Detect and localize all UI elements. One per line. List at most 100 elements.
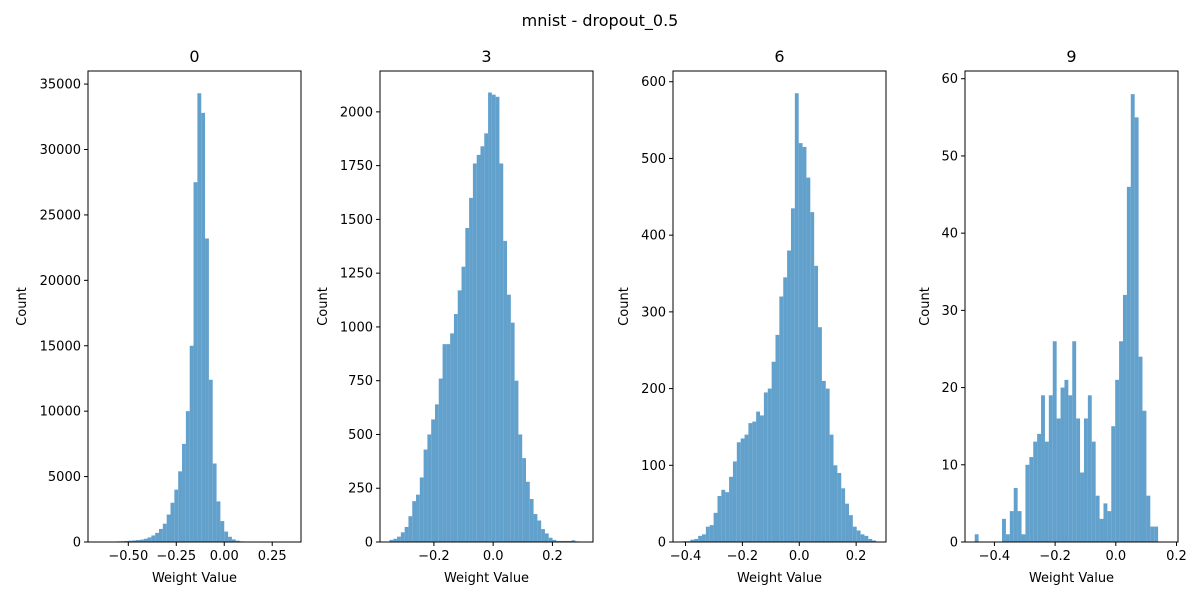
x-tick-label: −0.50 — [108, 549, 148, 564]
histogram-bar — [1099, 518, 1104, 542]
histogram-bar — [740, 438, 745, 542]
histogram-bar — [798, 143, 803, 543]
histogram-bar — [833, 465, 838, 542]
histogram-bar — [810, 212, 815, 542]
histogram-bar — [1119, 341, 1123, 542]
y-tick-label: 35000 — [40, 78, 81, 93]
histogram-bar — [1122, 294, 1127, 542]
histogram-bar — [821, 380, 826, 542]
x-tick-label: 0.0 — [789, 549, 810, 564]
histogram-bar — [1025, 464, 1030, 542]
panel-title: 6 — [774, 47, 784, 66]
histogram-bar — [856, 530, 861, 542]
x-axis-label: Weight Value — [1029, 571, 1114, 586]
histogram-bar — [848, 515, 853, 542]
histogram-bar — [1037, 433, 1042, 542]
histogram-bar — [1083, 418, 1088, 542]
histogram-bar — [864, 535, 869, 542]
y-axis-label: Count — [15, 287, 30, 326]
histogram-bar — [231, 539, 236, 542]
histogram-bar — [159, 528, 163, 542]
histogram-bar — [698, 535, 703, 542]
panel-title: 9 — [1066, 47, 1076, 66]
histogram-bar — [713, 512, 718, 542]
histogram-bar — [725, 492, 730, 542]
plot-frame — [672, 70, 887, 543]
histogram-bar — [1056, 418, 1061, 542]
x-tick-label: −0.2 — [418, 549, 450, 564]
histogram-bar — [1095, 495, 1100, 542]
histogram-bar — [124, 540, 129, 542]
histogram-bar — [480, 146, 485, 542]
histogram-bar — [705, 526, 710, 542]
histogram-bar — [529, 498, 534, 542]
x-tick-label: −0.4 — [670, 549, 702, 564]
histogram-bar — [790, 208, 795, 542]
x-tick-label: 0.25 — [258, 549, 287, 564]
x-tick-label: 0.2 — [846, 549, 867, 564]
y-tick-label: 300 — [641, 305, 666, 320]
y-tick-label: 1750 — [340, 159, 373, 174]
y-tick-label: 200 — [641, 382, 666, 397]
histogram-bar — [845, 503, 849, 542]
histogram-bar — [185, 411, 190, 542]
histogram-bar — [736, 442, 741, 542]
histogram-bar — [744, 434, 749, 542]
histogram-bar — [220, 521, 225, 542]
histogram-bar — [208, 379, 213, 542]
histogram-bar — [556, 540, 561, 542]
histogram-bar — [162, 523, 167, 542]
y-tick-label: 1000 — [340, 320, 373, 335]
y-tick-label: 2000 — [340, 105, 373, 120]
histogram-bar — [510, 322, 515, 542]
histogram-bar — [1044, 441, 1049, 542]
histogram-bar — [841, 488, 846, 542]
y-tick-label: 15000 — [40, 339, 81, 354]
histogram-bar — [151, 535, 156, 542]
histogram-bar — [155, 532, 159, 542]
y-tick-label: 400 — [641, 229, 666, 244]
y-tick-label: 0 — [950, 536, 958, 551]
y-tick-label: 250 — [348, 482, 373, 497]
histogram-bar — [829, 434, 834, 542]
histogram-bar — [837, 472, 842, 542]
histogram-bar — [806, 177, 811, 543]
histogram-bar — [491, 94, 496, 542]
histogram-bar — [518, 434, 523, 542]
histogram-bar — [1048, 395, 1053, 542]
y-tick-label: 600 — [641, 75, 666, 90]
histogram-bar — [860, 534, 865, 542]
histogram-bar — [787, 250, 791, 542]
histogram-bar — [182, 443, 186, 542]
histogram-bar — [868, 538, 873, 542]
histogram-bar — [499, 163, 504, 543]
histogram-bar — [434, 404, 439, 542]
y-tick-label: 5000 — [48, 470, 81, 485]
histogram-bar — [1064, 379, 1069, 542]
histogram-bar — [438, 378, 443, 542]
histogram-bar — [484, 133, 489, 542]
histogram-bar — [1103, 503, 1108, 542]
histogram-bar — [522, 458, 526, 542]
histogram-bar — [1002, 518, 1006, 542]
histogram-bar — [694, 538, 699, 542]
y-tick-label: 0 — [73, 536, 81, 551]
histogram-bar — [748, 423, 753, 542]
histogram-bar — [825, 388, 830, 542]
y-axis-label: Count — [316, 287, 331, 326]
figure-title: mnist - dropout_0.5 — [522, 11, 679, 31]
panel-9: −0.4 −0.2 0.0 0.2 0 10 20 30 40 50 60 9 Weight Value… — [918, 47, 1187, 586]
histogram-bar — [469, 197, 473, 542]
histogram-bar — [135, 540, 140, 542]
histogram-bar — [1033, 441, 1038, 542]
histogram-bar — [457, 290, 462, 542]
histogram-bar — [779, 296, 784, 542]
histogram-bar — [721, 489, 726, 542]
histogram-bar — [1154, 526, 1159, 542]
histogram-bar — [1091, 441, 1096, 542]
histogram-bar — [393, 538, 398, 542]
histogram-bar — [170, 502, 175, 542]
histogram-bar — [503, 240, 508, 542]
histogram-bar — [756, 411, 761, 542]
histogram-bar — [472, 163, 477, 543]
